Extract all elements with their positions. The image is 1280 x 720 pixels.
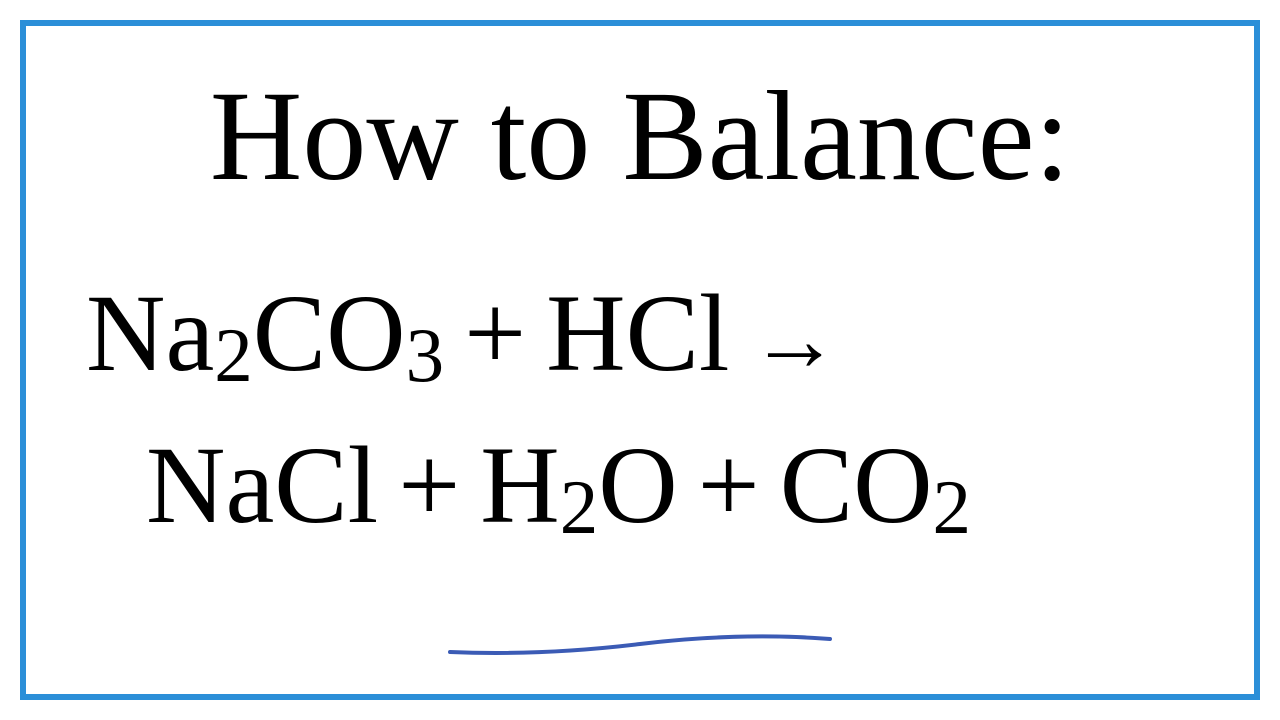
subscript: 3	[406, 309, 445, 401]
plus-operator: +	[398, 419, 460, 551]
subscript: 2	[933, 461, 972, 553]
formula-co2: CO2	[780, 419, 971, 551]
formula-nacl: NaCl	[146, 419, 378, 551]
element-text: H	[480, 419, 559, 551]
equation-reactants-line: Na2CO3 + HCl →	[86, 267, 1204, 399]
formula-h2o: H2O	[480, 419, 677, 551]
page-title: How to Balance:	[76, 66, 1204, 207]
element-text: HCl	[546, 267, 729, 399]
element-text: Na	[86, 267, 214, 399]
subscript: 2	[214, 309, 253, 401]
element-text: CO	[253, 267, 406, 399]
element-text: NaCl	[146, 419, 378, 551]
formula-hcl: HCl	[546, 267, 729, 399]
subscript: 2	[560, 461, 599, 553]
element-text: CO	[780, 419, 933, 551]
equation-products-line: NaCl + H2O + CO2	[86, 419, 1204, 551]
decorative-underline-icon	[440, 624, 840, 664]
content-frame: How to Balance: Na2CO3 + HCl → NaCl + H2…	[20, 20, 1260, 700]
plus-operator: +	[698, 419, 760, 551]
formula-na2co3: Na2CO3	[86, 267, 444, 399]
plus-operator: +	[464, 267, 526, 399]
reaction-arrow: →	[750, 287, 840, 395]
chemical-equation: Na2CO3 + HCl → NaCl + H2O + CO2	[76, 267, 1204, 551]
element-text: O	[598, 419, 677, 551]
